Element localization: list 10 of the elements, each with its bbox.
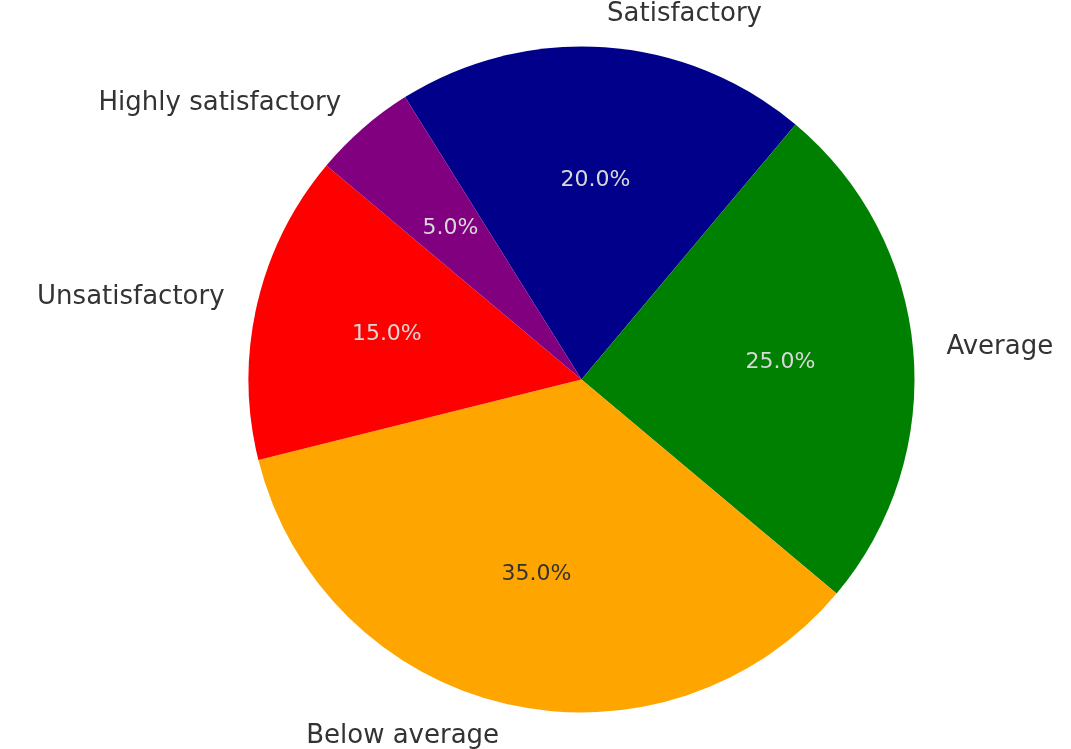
slice-label: Average: [946, 330, 1054, 361]
slice-label: Satisfactory: [607, 0, 763, 27]
data-label: 25.0%: [745, 347, 816, 373]
data-label: 35.0%: [501, 559, 572, 585]
slice-label: Highly satisfactory: [98, 85, 342, 116]
data-label: 15.0%: [351, 320, 422, 346]
data-label: 5.0%: [422, 214, 479, 240]
slice-label: Unsatisfactory: [37, 279, 225, 310]
data-label: 20.0%: [560, 165, 631, 191]
slice-label: Below average: [306, 719, 500, 749]
